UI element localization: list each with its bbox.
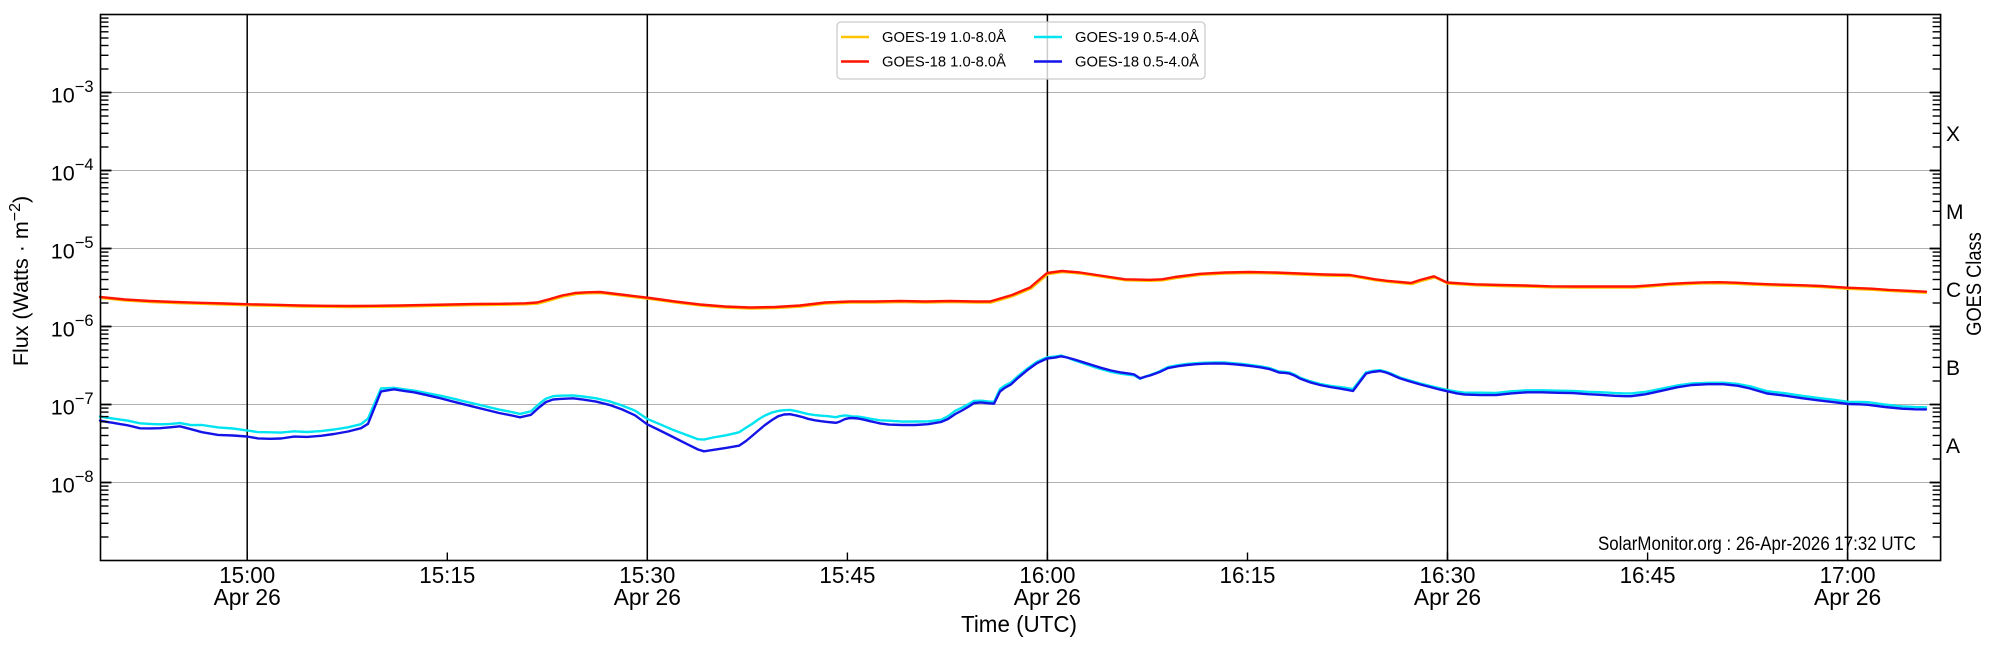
svg-text:GOES-18 0.5-4.0Å: GOES-18 0.5-4.0Å (1075, 53, 1199, 70)
svg-text:Flux (Watts · m−2): Flux (Watts · m−2) (7, 196, 33, 366)
svg-text:10−8: 10−8 (51, 468, 94, 498)
svg-text:SolarMonitor.org : 26-Apr-2026: SolarMonitor.org : 26-Apr-2026 17:32 UTC (1598, 534, 1916, 555)
svg-text:15:30: 15:30 (619, 562, 675, 588)
svg-text:15:45: 15:45 (819, 562, 875, 588)
svg-text:Time (UTC): Time (UTC) (961, 611, 1077, 637)
svg-text:Apr 26: Apr 26 (1414, 584, 1481, 610)
svg-text:C: C (1946, 279, 1961, 302)
svg-text:GOES-18 1.0-8.0Å: GOES-18 1.0-8.0Å (882, 53, 1006, 70)
svg-text:16:15: 16:15 (1220, 562, 1276, 588)
svg-text:Apr 26: Apr 26 (214, 584, 281, 610)
svg-text:16:30: 16:30 (1420, 562, 1476, 588)
svg-text:15:00: 15:00 (219, 562, 275, 588)
svg-text:GOES-19 1.0-8.0Å: GOES-19 1.0-8.0Å (882, 29, 1006, 46)
svg-text:Apr 26: Apr 26 (1814, 584, 1881, 610)
svg-text:Apr 26: Apr 26 (1014, 584, 1081, 610)
svg-text:Apr 26: Apr 26 (614, 584, 681, 610)
svg-text:GOES-19 0.5-4.0Å: GOES-19 0.5-4.0Å (1075, 29, 1199, 46)
svg-text:17:00: 17:00 (1820, 562, 1876, 588)
svg-text:M: M (1946, 201, 1964, 224)
svg-text:A: A (1946, 435, 1960, 458)
svg-text:16:00: 16:00 (1019, 562, 1075, 588)
svg-text:B: B (1946, 357, 1960, 380)
svg-text:X: X (1946, 123, 1960, 146)
svg-text:15:15: 15:15 (419, 562, 475, 588)
svg-text:GOES Class: GOES Class (1963, 232, 1986, 336)
svg-text:16:45: 16:45 (1620, 562, 1676, 588)
